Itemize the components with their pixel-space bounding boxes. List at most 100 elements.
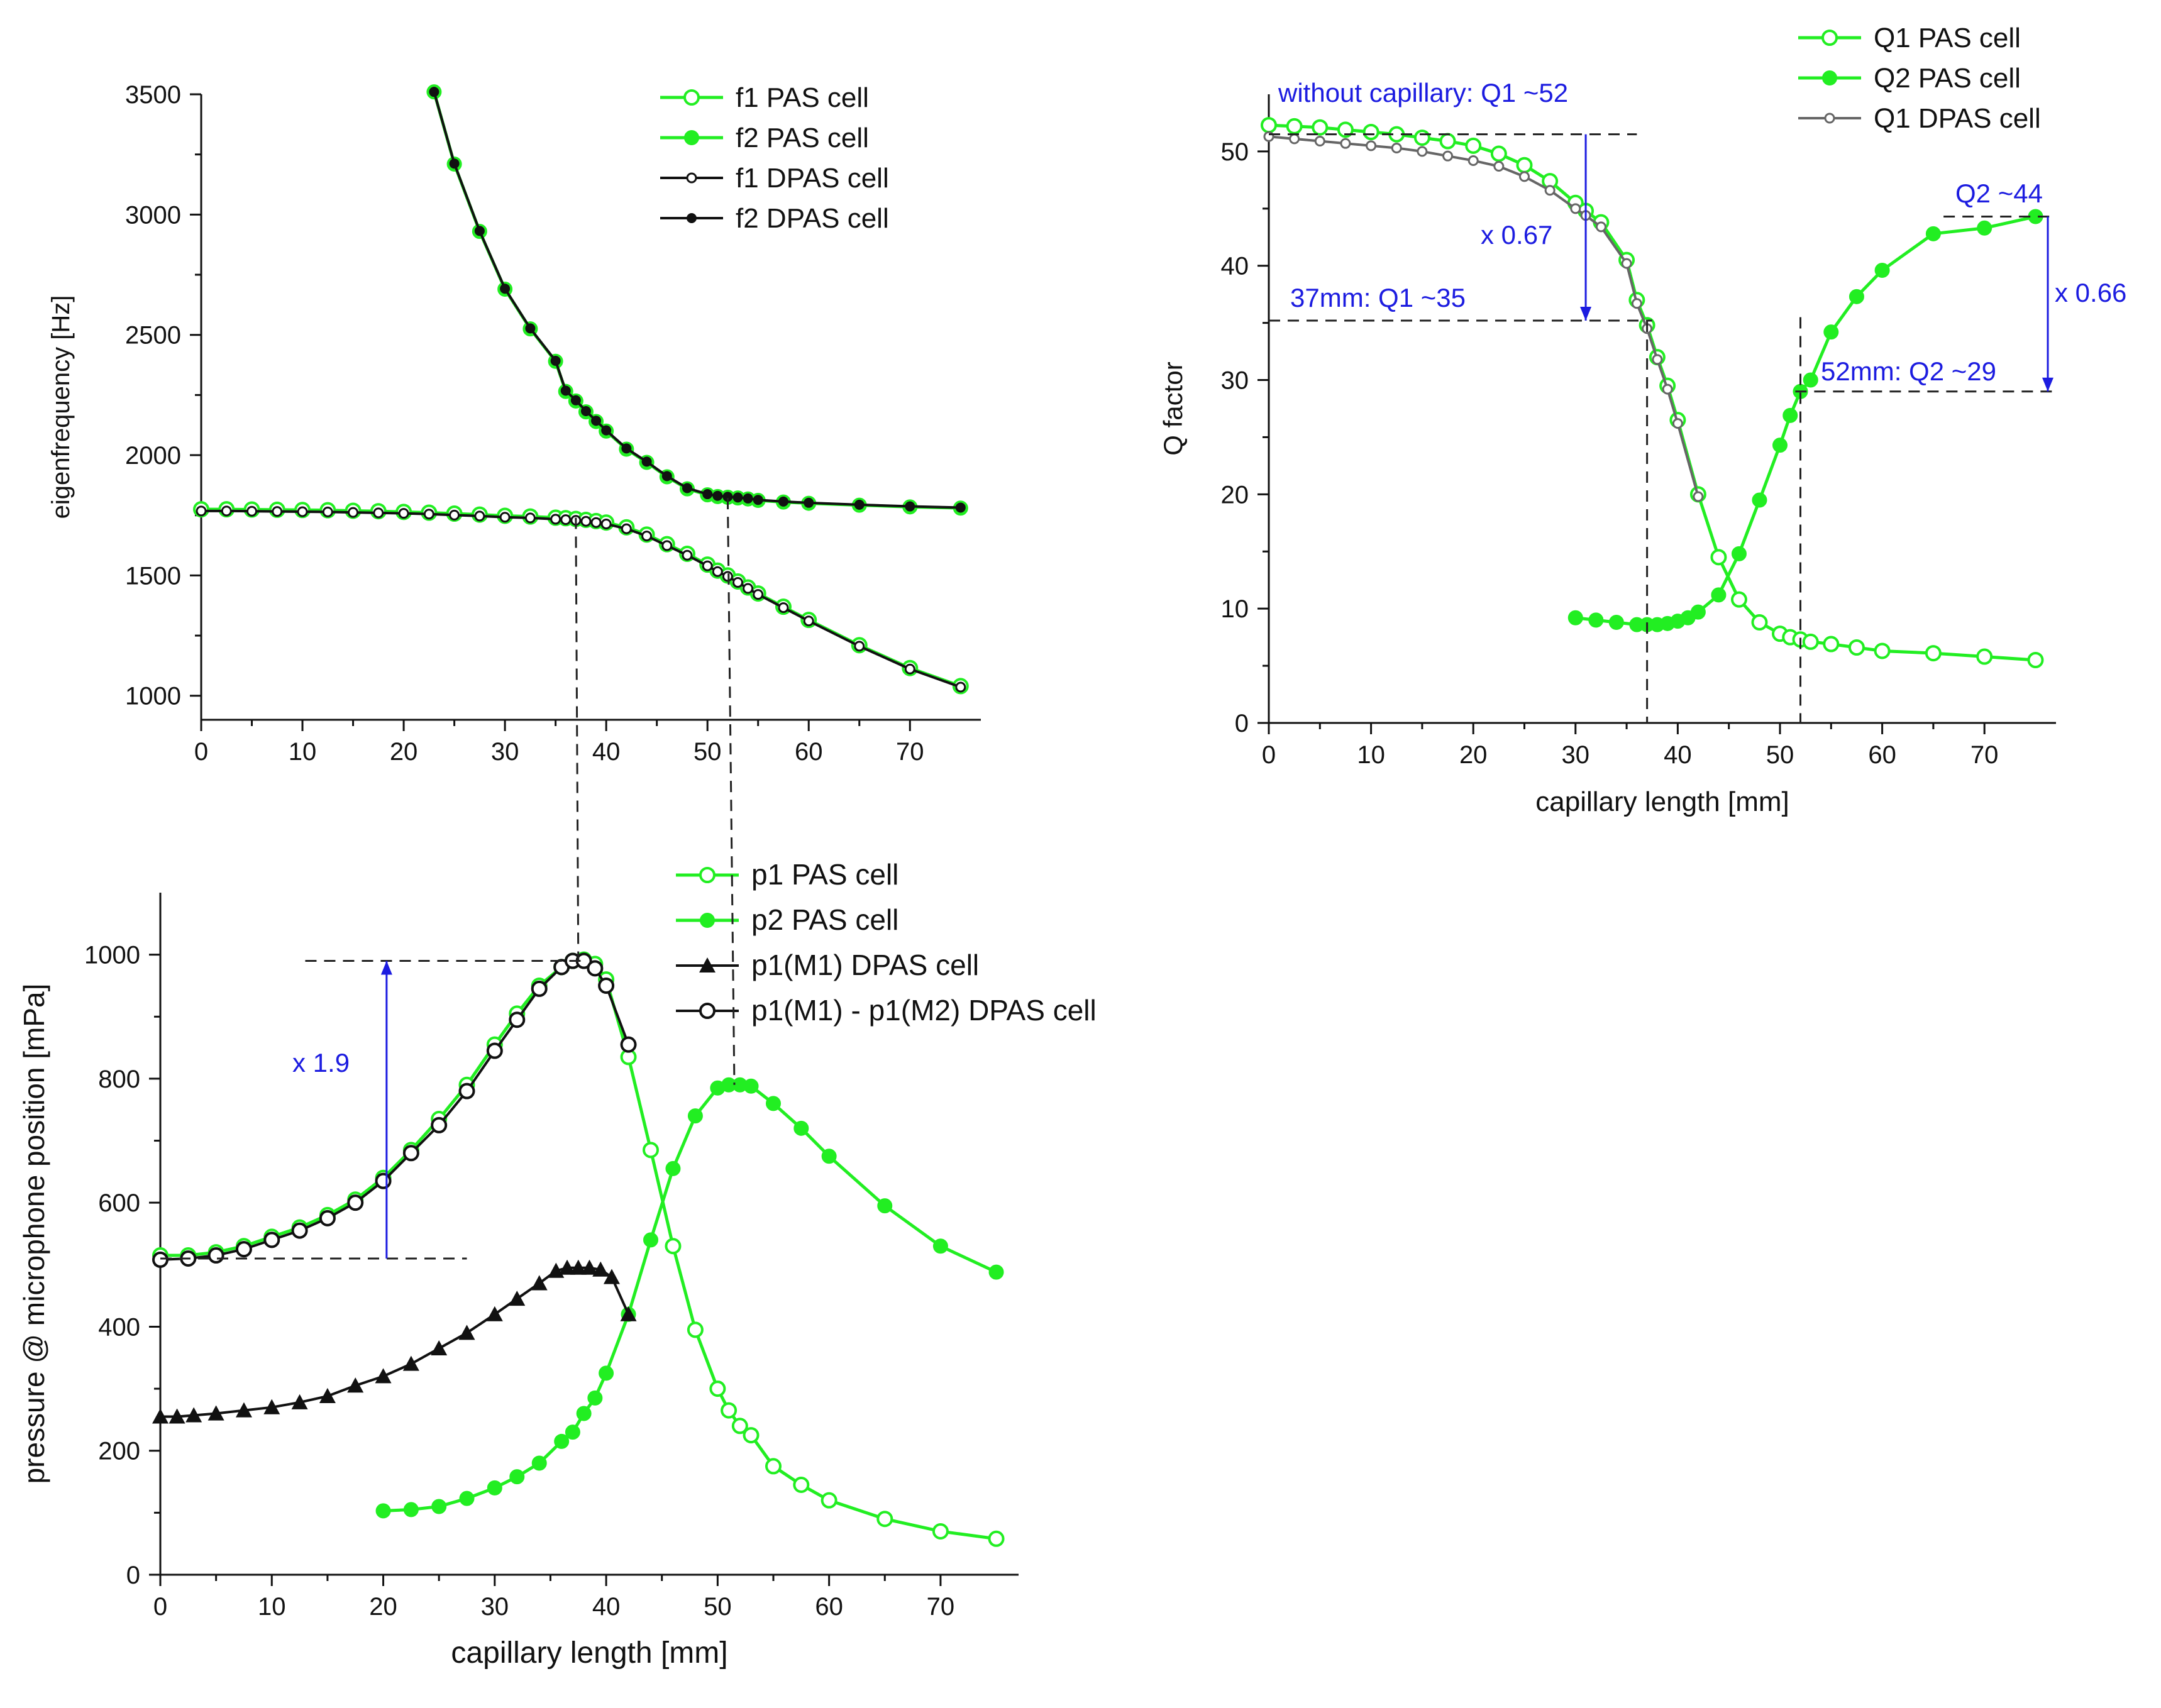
data-point [1340, 138, 1351, 149]
x-axis-label: capillary length [mm] [1535, 786, 1789, 817]
series-line [160, 959, 630, 1261]
x-tick-label: 30 [1562, 741, 1590, 769]
data-point [732, 492, 743, 503]
arrow-q1-reduction [1580, 134, 1592, 321]
series-f1-pas-cell [193, 501, 969, 695]
data-point [1544, 185, 1556, 196]
data-point [550, 356, 561, 366]
data-point [458, 1325, 475, 1340]
annotation-factor-0.66: x 0.66 [2055, 278, 2126, 307]
data-point [1848, 639, 1865, 656]
data-point [486, 1306, 503, 1321]
legend-item: Q2 PAS cell [1798, 63, 2021, 94]
data-point [398, 508, 409, 519]
data-point [598, 977, 615, 994]
data-point [152, 1408, 169, 1424]
data-point [1730, 591, 1747, 608]
data-point [1631, 298, 1642, 309]
legend-marker [1824, 113, 1835, 124]
data-point [1366, 140, 1377, 152]
data-point [955, 502, 966, 513]
data-point [621, 443, 632, 454]
data-point [431, 1340, 448, 1356]
data-point [793, 1120, 809, 1136]
x-tick-label: 0 [153, 1593, 167, 1621]
legend-marker [699, 957, 716, 973]
x-tick-label: 10 [289, 738, 317, 766]
data-point [712, 490, 723, 501]
y-tick-label: 200 [98, 1438, 140, 1465]
data-point [1802, 633, 1819, 650]
data-point [1490, 145, 1507, 162]
data-point [1413, 129, 1430, 146]
series-line [1268, 123, 2036, 662]
legend-label: p1(M1) DPAS cell [751, 949, 979, 981]
y-axis-label: pressure @ microphone position [mPa] [18, 984, 50, 1484]
data-point [581, 1259, 598, 1275]
data-point [682, 549, 693, 561]
series-line [1268, 135, 1700, 497]
legend-label: Q1 DPAS cell [1874, 103, 2041, 134]
legend: f1 PAS cell f2 PAS cell f1 DPAS cell f2 DPA… [660, 82, 889, 234]
data-point [821, 1492, 837, 1509]
data-point [1289, 133, 1300, 145]
data-point [702, 489, 713, 500]
data-point [554, 1433, 570, 1449]
data-point [207, 1405, 224, 1421]
data-point [423, 509, 434, 520]
arrow-p-gain [380, 961, 392, 1259]
series-line [201, 509, 961, 688]
data-point [643, 1142, 659, 1159]
x-axis-label: capillary length [mm] [451, 1636, 727, 1670]
data-point [661, 540, 673, 551]
series-q1-dpas-cell [1263, 131, 1704, 502]
legend-label: Q1 PAS cell [1874, 23, 2021, 53]
x-tick-label: 70 [1970, 741, 1999, 769]
data-point [600, 518, 612, 529]
data-point [487, 1480, 502, 1496]
data-point [431, 1499, 447, 1514]
data-point [854, 499, 865, 510]
annotation-37mm-q1: 37mm: Q1 ~35 [1290, 283, 1466, 312]
data-point [499, 512, 511, 523]
data-point [743, 1078, 759, 1094]
x-tick-label: 50 [1766, 741, 1794, 769]
data-point [486, 1042, 503, 1059]
data-point [565, 1424, 580, 1440]
pressure-chart: 0 10 20 30 40 50 60 70 0 200 400 600 800 1000 pressure… [18, 858, 1097, 1670]
data-point [731, 1418, 748, 1435]
data-point [665, 1238, 682, 1255]
data-point [1467, 155, 1479, 166]
data-point [712, 566, 723, 577]
data-point [402, 1145, 419, 1162]
legend-item: p1(M1) - p1(M2) DPAS cell [676, 994, 1097, 1027]
data-point [570, 1259, 587, 1275]
data-point [590, 517, 602, 528]
data-point [876, 1511, 893, 1528]
data-point [1977, 220, 1992, 236]
data-point [1693, 491, 1704, 502]
data-point [643, 1232, 658, 1248]
data-point [531, 1275, 548, 1291]
y-tick-label: 10 [1221, 595, 1249, 623]
data-point [709, 1380, 726, 1397]
data-point [601, 425, 612, 436]
data-point [458, 1083, 475, 1099]
arrowhead [2042, 377, 2053, 392]
series-line [201, 507, 961, 688]
data-point [1976, 648, 1993, 665]
data-point [687, 1321, 704, 1338]
data-point [682, 483, 692, 493]
y-tick-label: 600 [98, 1189, 140, 1217]
data-point [1710, 549, 1727, 566]
legend-label: f2 DPAS cell [736, 203, 889, 234]
data-point [661, 471, 672, 482]
y-tick-label: 20 [1221, 481, 1249, 509]
annotation-factor-0.67: x 0.67 [1481, 220, 1552, 250]
y-tick-label: 3000 [125, 201, 181, 229]
data-point [1417, 146, 1428, 157]
data-point [877, 1198, 893, 1214]
data-point [778, 602, 789, 614]
data-point [732, 576, 744, 588]
